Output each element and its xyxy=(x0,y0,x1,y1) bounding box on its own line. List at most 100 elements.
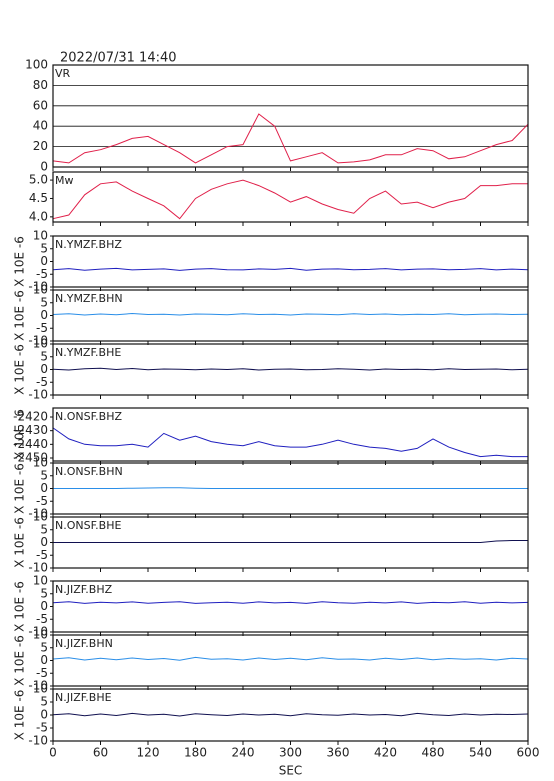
y-tick-label: 20 xyxy=(33,139,48,153)
y-tick-label: 10 xyxy=(33,456,48,470)
y-tick-label: -5 xyxy=(36,267,48,281)
line xyxy=(52,601,529,604)
panel-label: Mw xyxy=(55,174,74,187)
y-tick-label: -10 xyxy=(28,625,48,639)
y-tick-label: 5 xyxy=(40,640,48,654)
y-tick-label: -5 xyxy=(36,375,48,389)
y-tick-label: 0 xyxy=(40,481,48,495)
line xyxy=(52,427,528,458)
y-tick-label: 0 xyxy=(40,708,48,722)
panel-label: N.ONSF.BHZ xyxy=(55,410,122,423)
y-tick-label: 5 xyxy=(40,586,48,600)
y-tick-label: 0 xyxy=(40,535,48,549)
chart-title: 2022/07/31 14:40 xyxy=(60,51,177,66)
y-tick-label: 5 xyxy=(40,241,48,255)
panel-label: N.JIZF.BHE xyxy=(55,691,112,704)
panel-frame xyxy=(52,688,529,742)
y-axis-label: X 10E -6 xyxy=(13,290,27,341)
panel-frame xyxy=(52,64,529,168)
y-tick-label: -10 xyxy=(28,280,48,294)
y-tick-label: 5.0 xyxy=(29,173,48,187)
y-tick-label: 10 xyxy=(33,283,48,297)
y-axis-label: X 10E -6 xyxy=(13,581,27,632)
y-tick-label: 40 xyxy=(33,119,48,133)
panel-frame xyxy=(52,289,529,342)
line xyxy=(52,267,529,271)
y-tick-label: 4.0 xyxy=(29,209,48,223)
y-tick-label: 5 xyxy=(40,349,48,363)
y-tick-label: -5 xyxy=(36,494,48,508)
y-tick-label: -5 xyxy=(36,612,48,626)
x-tick-label: 0 xyxy=(49,746,57,760)
panel-frame xyxy=(52,580,529,633)
line xyxy=(52,712,529,717)
panel-frame xyxy=(52,516,529,569)
y-tick-label: -5 xyxy=(36,321,48,335)
line xyxy=(52,367,529,371)
y-tick-label: -5 xyxy=(36,721,48,735)
y-axis-label: X 10E -6 xyxy=(13,690,27,741)
y-tick-label: -10 xyxy=(28,388,48,402)
y-tick-label: 0 xyxy=(40,308,48,322)
panel-label: N.ONSF.BHE xyxy=(55,519,121,532)
y-tick-label: -2430 xyxy=(13,423,48,437)
y-tick-label: -10 xyxy=(28,507,48,521)
y-tick-label: 10 xyxy=(33,682,48,696)
x-axis-label: SEC xyxy=(279,764,303,778)
y-tick-label: -2440 xyxy=(13,437,48,451)
y-tick-label: 10 xyxy=(33,510,48,524)
y-tick-label: 5 xyxy=(40,695,48,709)
y-tick-label: 5 xyxy=(40,522,48,536)
panel-frame xyxy=(52,235,529,288)
y-tick-label: 10 xyxy=(33,337,48,351)
y-tick-label: -10 xyxy=(28,561,48,575)
y-tick-label: -2450 xyxy=(13,450,48,464)
y-tick-label: 100 xyxy=(25,58,48,72)
y-tick-label: -2420 xyxy=(13,410,48,424)
line xyxy=(52,113,529,164)
y-tick-label: 0 xyxy=(40,254,48,268)
y-tick-label: 0 xyxy=(40,362,48,376)
line xyxy=(53,487,528,489)
x-tick-label: 600 xyxy=(517,746,540,760)
y-tick-label: 10 xyxy=(33,628,48,642)
x-tick-label: 60 xyxy=(93,746,108,760)
panel-label: VR xyxy=(55,67,71,80)
panel-label: N.JIZF.BHZ xyxy=(55,583,113,596)
y-tick-label: -10 xyxy=(28,679,48,693)
y-tick-label: 0 xyxy=(40,653,48,667)
panel-frame xyxy=(52,634,529,687)
y-tick-label: -10 xyxy=(28,334,48,348)
y-tick-label: 4.5 xyxy=(29,191,48,205)
y-tick-label: -10 xyxy=(28,734,48,748)
panel-label: N.YMZF.BHN xyxy=(55,292,123,305)
panel-frame xyxy=(52,343,529,396)
y-axis-label: X 10E -6 xyxy=(13,463,27,514)
x-tick-label: 420 xyxy=(374,746,397,760)
y-axis-label: X 10E -6 xyxy=(13,517,27,568)
y-tick-label: 5 xyxy=(40,295,48,309)
panel-frame xyxy=(52,171,529,223)
x-tick-label: 120 xyxy=(137,746,160,760)
x-tick-label: 480 xyxy=(422,746,445,760)
y-axis-label: X 10E -6 xyxy=(13,409,27,460)
panel-label: N.YMZF.BHZ xyxy=(55,238,122,251)
panel-label: N.ONSF.BHN xyxy=(55,465,123,478)
y-tick-label: 0 xyxy=(40,160,48,174)
line xyxy=(53,540,528,543)
x-tick-label: 240 xyxy=(232,746,255,760)
y-tick-label: 60 xyxy=(33,98,48,112)
panel-label: N.JIZF.BHN xyxy=(55,637,113,650)
line xyxy=(52,656,529,661)
y-tick-label: -5 xyxy=(36,548,48,562)
panel-frame xyxy=(52,462,529,515)
x-tick-label: 360 xyxy=(327,746,350,760)
y-axis-label: X 10E -6 xyxy=(13,635,27,686)
y-tick-label: 80 xyxy=(33,78,48,92)
y-tick-label: 10 xyxy=(33,574,48,588)
line xyxy=(52,312,529,316)
panel-label: N.YMZF.BHE xyxy=(55,346,121,359)
y-tick-label: 0 xyxy=(40,599,48,613)
y-tick-label: 10 xyxy=(33,229,48,243)
